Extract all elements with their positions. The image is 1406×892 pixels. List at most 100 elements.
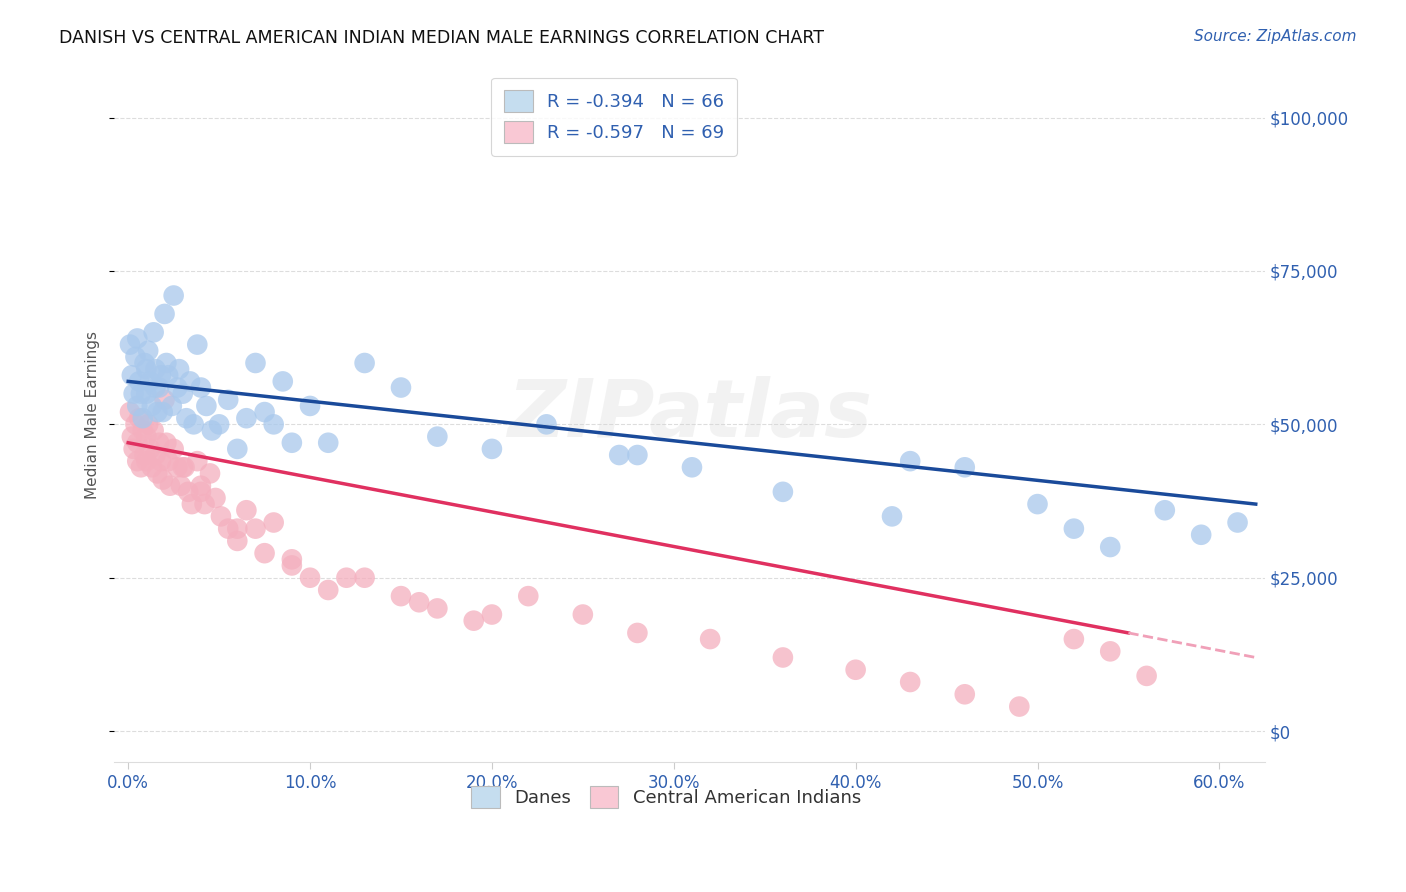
Point [190,484,212,499]
Point [142,326,165,340]
Text: Source: ZipAtlas.com: Source: ZipAtlas.com [1194,29,1357,44]
Point [142,424,165,438]
Point [772,650,794,665]
Point [166,460,188,475]
Point [953,460,976,475]
Point [201,424,224,438]
Point [179,375,201,389]
Point [186,454,208,468]
Point [299,399,322,413]
Point [626,448,648,462]
Point [145,380,167,394]
Point [245,356,267,370]
Point [134,448,156,462]
Point [263,417,285,432]
Point [316,582,339,597]
Point [132,411,155,425]
Point [173,460,195,475]
Point [157,454,180,468]
Point [253,405,276,419]
Point [167,362,190,376]
Point [132,424,155,438]
Point [772,484,794,499]
Point [208,417,231,432]
Point [607,448,630,462]
Point [152,473,174,487]
Point [141,399,163,413]
Point [1026,497,1049,511]
Point [141,460,163,475]
Point [953,687,976,701]
Point [1226,516,1249,530]
Point [146,405,169,419]
Point [353,571,375,585]
Point [408,595,430,609]
Point [176,411,198,425]
Point [389,589,412,603]
Point [155,356,177,370]
Point [316,435,339,450]
Point [159,479,181,493]
Point [204,491,226,505]
Point [217,522,239,536]
Point [253,546,276,560]
Text: DANISH VS CENTRAL AMERICAN INDIAN MEDIAN MALE EARNINGS CORRELATION CHART: DANISH VS CENTRAL AMERICAN INDIAN MEDIAN… [59,29,824,46]
Point [121,429,143,443]
Point [149,368,172,383]
Point [135,386,157,401]
Point [127,435,149,450]
Point [163,288,186,302]
Point [190,380,212,394]
Point [226,442,249,456]
Point [139,375,162,389]
Point [155,435,177,450]
Point [271,375,294,389]
Point [127,399,149,413]
Point [226,522,249,536]
Point [898,454,921,468]
Point [186,337,208,351]
Point [177,484,200,499]
Point [146,467,169,481]
Point [121,368,143,383]
Point [217,392,239,407]
Point [845,663,868,677]
Point [235,411,257,425]
Point [122,442,145,456]
Point [129,386,152,401]
Point [128,375,150,389]
Point [1136,669,1159,683]
Point [626,626,648,640]
Point [699,632,721,646]
Point [209,509,232,524]
Point [281,558,304,573]
Point [1153,503,1175,517]
Point [135,454,157,468]
Point [145,448,167,462]
Text: ZIPatlas: ZIPatlas [506,376,872,454]
Point [235,503,257,517]
Point [183,417,205,432]
Point [134,356,156,370]
Point [190,479,212,493]
Point [299,571,322,585]
Point [880,509,903,524]
Point [172,460,194,475]
Point [124,350,146,364]
Point [118,405,141,419]
Point [426,601,449,615]
Point [335,571,357,585]
Legend: Danes, Central American Indians: Danes, Central American Indians [464,779,869,815]
Point [353,356,375,370]
Point [1099,644,1122,658]
Point [153,392,176,407]
Point [128,411,150,425]
Point [481,607,503,622]
Point [1099,540,1122,554]
Point [153,307,176,321]
Point [170,479,193,493]
Point [163,442,186,456]
Point [172,386,194,401]
Point [245,522,267,536]
Point [195,399,218,413]
